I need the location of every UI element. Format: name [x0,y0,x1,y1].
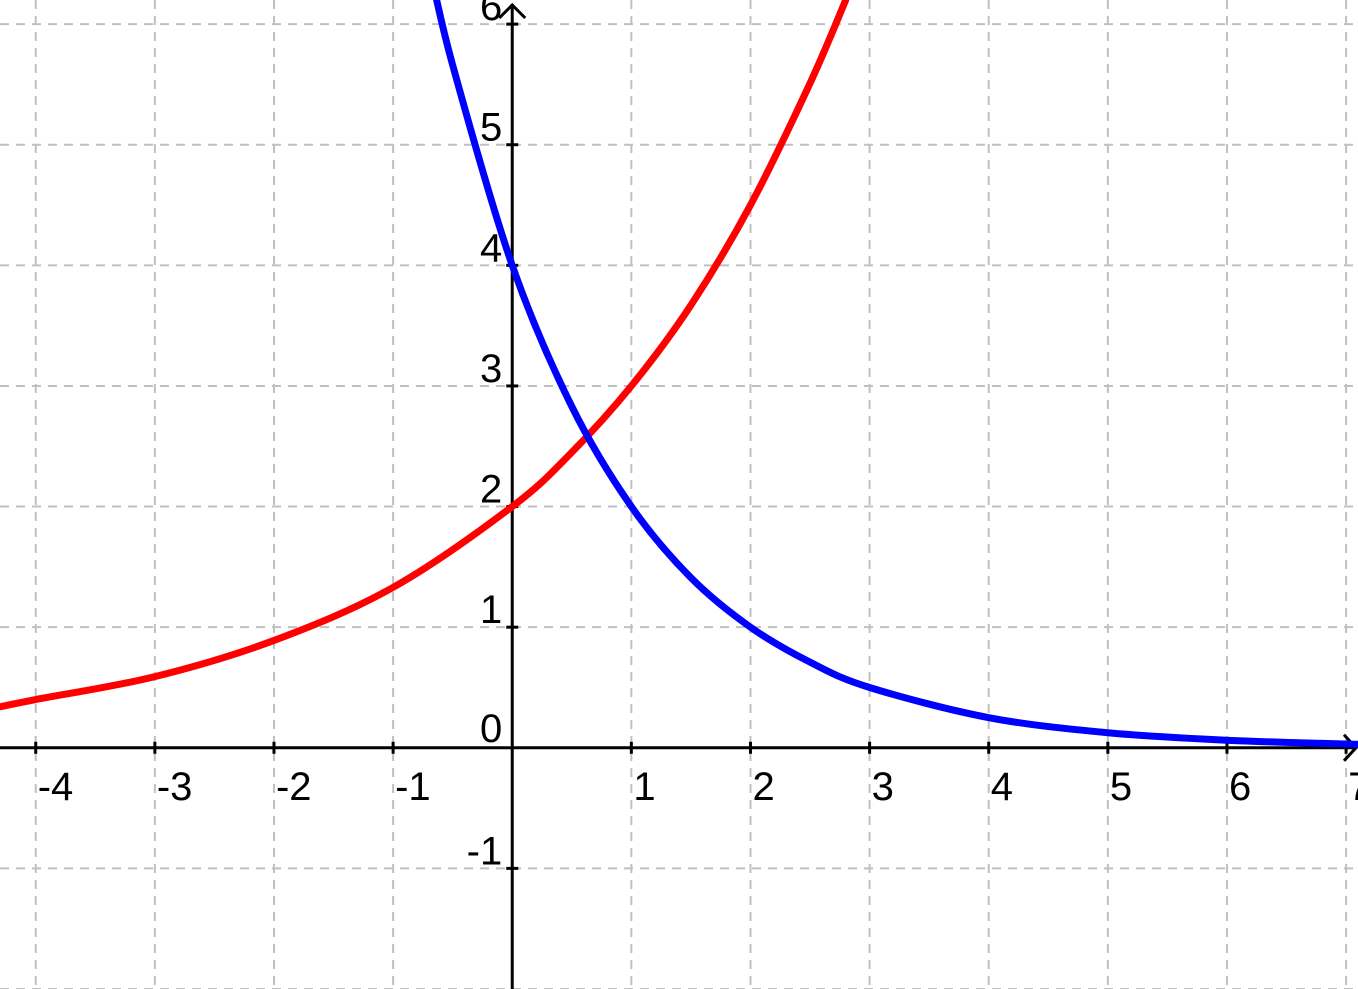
y-axis-arrow [498,2,527,20]
y-tick-label: 2 [480,468,502,512]
y-tick-label: 5 [480,106,502,150]
x-tick-label: 7 [1348,765,1358,809]
y-tick-label: -1 [467,829,503,873]
y-tick-label: 1 [480,588,502,632]
x-tick-label: 6 [1229,765,1251,809]
x-tick-label: 5 [1110,765,1132,809]
y-tick-label: 3 [480,347,502,391]
x-tick-label: -3 [157,765,193,809]
tick-labels: 0 -4 -3 -2 -1 1 2 3 4 5 6 7 -1 1 2 3 4 5 6 [38,0,1358,873]
x-tick-label: 2 [752,765,774,809]
x-tick-label: 3 [872,765,894,809]
x-tick-label: 1 [633,765,655,809]
tick-marks [34,22,1348,870]
curves [0,0,1358,748]
y-tick-label: 6 [480,0,502,29]
x-tick-label: -1 [395,765,431,809]
x-tick-label: -2 [276,765,312,809]
x-tick-label: 4 [991,765,1013,809]
x-tick-label: -4 [38,765,74,809]
red-curve [0,0,850,711]
y-tick-label: 4 [480,226,502,270]
origin-label: 0 [480,707,502,751]
blue-curve [433,0,1358,748]
